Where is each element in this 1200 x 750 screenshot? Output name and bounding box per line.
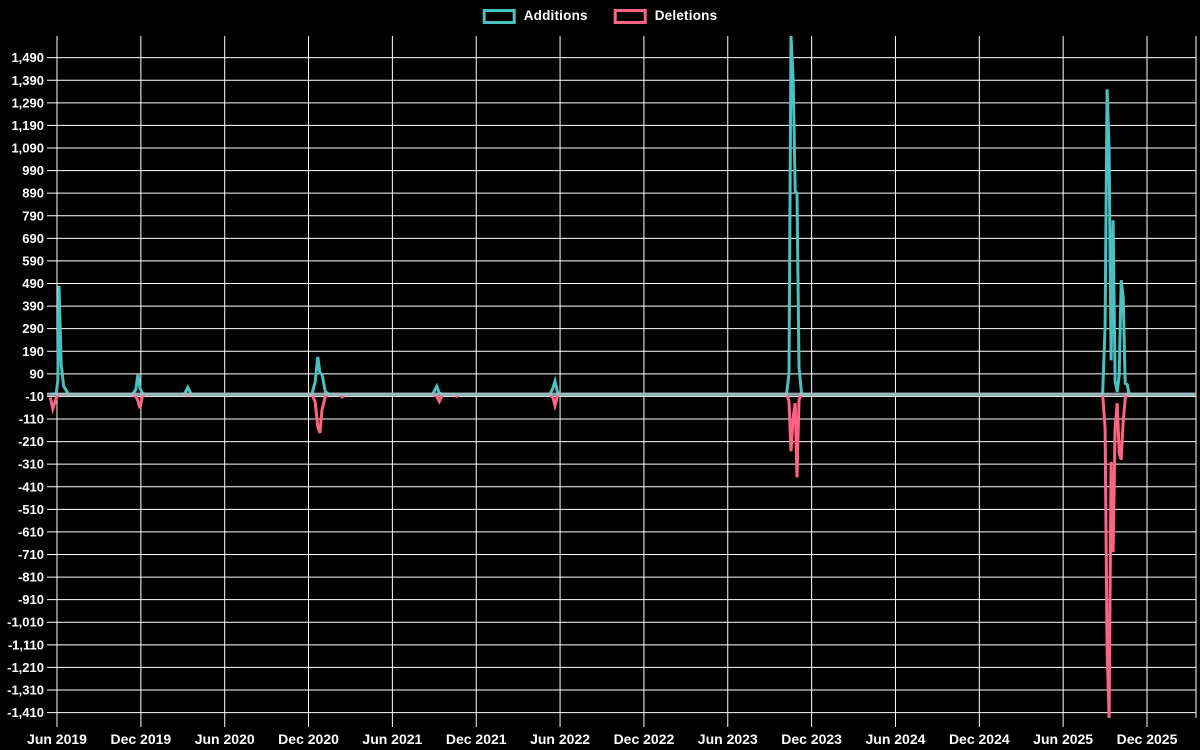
y-tick-label: 90: [30, 366, 44, 381]
y-axis-tick-labels: 1,490 1,390 1,290 1,190 1,090 990 890 790 690 590…: [7, 50, 44, 720]
x-tick-label: Jun 2021: [362, 731, 422, 747]
x-axis-tick-labels: Jun 2019 Dec 2019 Jun 2020 Dec 2020 Jun 2021…: [27, 731, 1178, 747]
x-tick-label: Dec 2025: [1117, 731, 1178, 747]
y-tick-label: 590: [22, 253, 44, 268]
legend-label-deletions: Deletions: [654, 8, 718, 23]
y-tick-label: 1,090: [11, 141, 44, 156]
chart-legend: Additions Deletions: [482, 6, 718, 26]
y-tick-label: 490: [22, 276, 44, 291]
y-tick-label: -510: [18, 502, 44, 517]
y-tick-label: 1,290: [11, 95, 44, 110]
legend-item-deletions[interactable]: Deletions: [613, 6, 718, 26]
y-tick-label: 1,490: [11, 50, 44, 65]
y-tick-label: 890: [22, 186, 44, 201]
x-tick-label: Jun 2022: [530, 731, 590, 747]
x-tick-label: Jun 2024: [865, 731, 925, 747]
y-tick-label: -310: [18, 457, 44, 472]
y-tick-label: 190: [22, 344, 44, 359]
y-tick-label: -210: [18, 434, 44, 449]
y-tick-label: -110: [19, 412, 44, 427]
y-tick-label: 390: [22, 299, 44, 314]
y-tick-label: 1,190: [11, 118, 44, 133]
x-tick-label: Jun 2025: [1033, 731, 1093, 747]
additions-line: [50, 35, 1196, 396]
y-tick-label: -1,410: [7, 705, 44, 720]
y-tick-label: -710: [18, 547, 44, 562]
x-tick-label: Dec 2019: [110, 731, 171, 747]
x-tick-label: Dec 2023: [781, 731, 842, 747]
x-tick-label: Dec 2024: [949, 731, 1010, 747]
y-tick-label: 290: [22, 321, 44, 336]
y-tick-label: -10: [25, 389, 44, 404]
y-tick-label: -910: [18, 592, 44, 607]
x-tick-label: Jun 2023: [698, 731, 758, 747]
legend-item-additions[interactable]: Additions: [482, 6, 588, 26]
y-tick-label: 990: [22, 163, 44, 178]
y-tick-label: -1,210: [7, 660, 44, 675]
x-tick-label: Jun 2019: [27, 731, 87, 747]
deletions-line: [48, 392, 1196, 719]
y-tick-label: -1,310: [7, 682, 44, 697]
x-tick-label: Dec 2022: [614, 731, 675, 747]
y-tick-label: -1,010: [7, 615, 44, 630]
legend-label-additions: Additions: [523, 8, 588, 23]
y-tick-label: 790: [22, 208, 44, 223]
y-tick-label: -1,110: [8, 637, 44, 652]
additions-swatch-icon: [482, 8, 516, 24]
y-tick-label: 690: [22, 231, 44, 246]
x-tick-label: Jun 2020: [195, 731, 255, 747]
x-gridlines: [56, 36, 1148, 727]
x-tick-label: Dec 2021: [446, 731, 507, 747]
y-tick-label: -410: [18, 479, 44, 494]
deletions-swatch-icon: [613, 8, 647, 24]
y-gridlines: [47, 57, 1196, 714]
y-tick-label: 1,390: [11, 73, 44, 88]
y-tick-label: -610: [18, 524, 44, 539]
y-tick-label: -810: [18, 570, 44, 585]
x-tick-label: Dec 2020: [278, 731, 339, 747]
